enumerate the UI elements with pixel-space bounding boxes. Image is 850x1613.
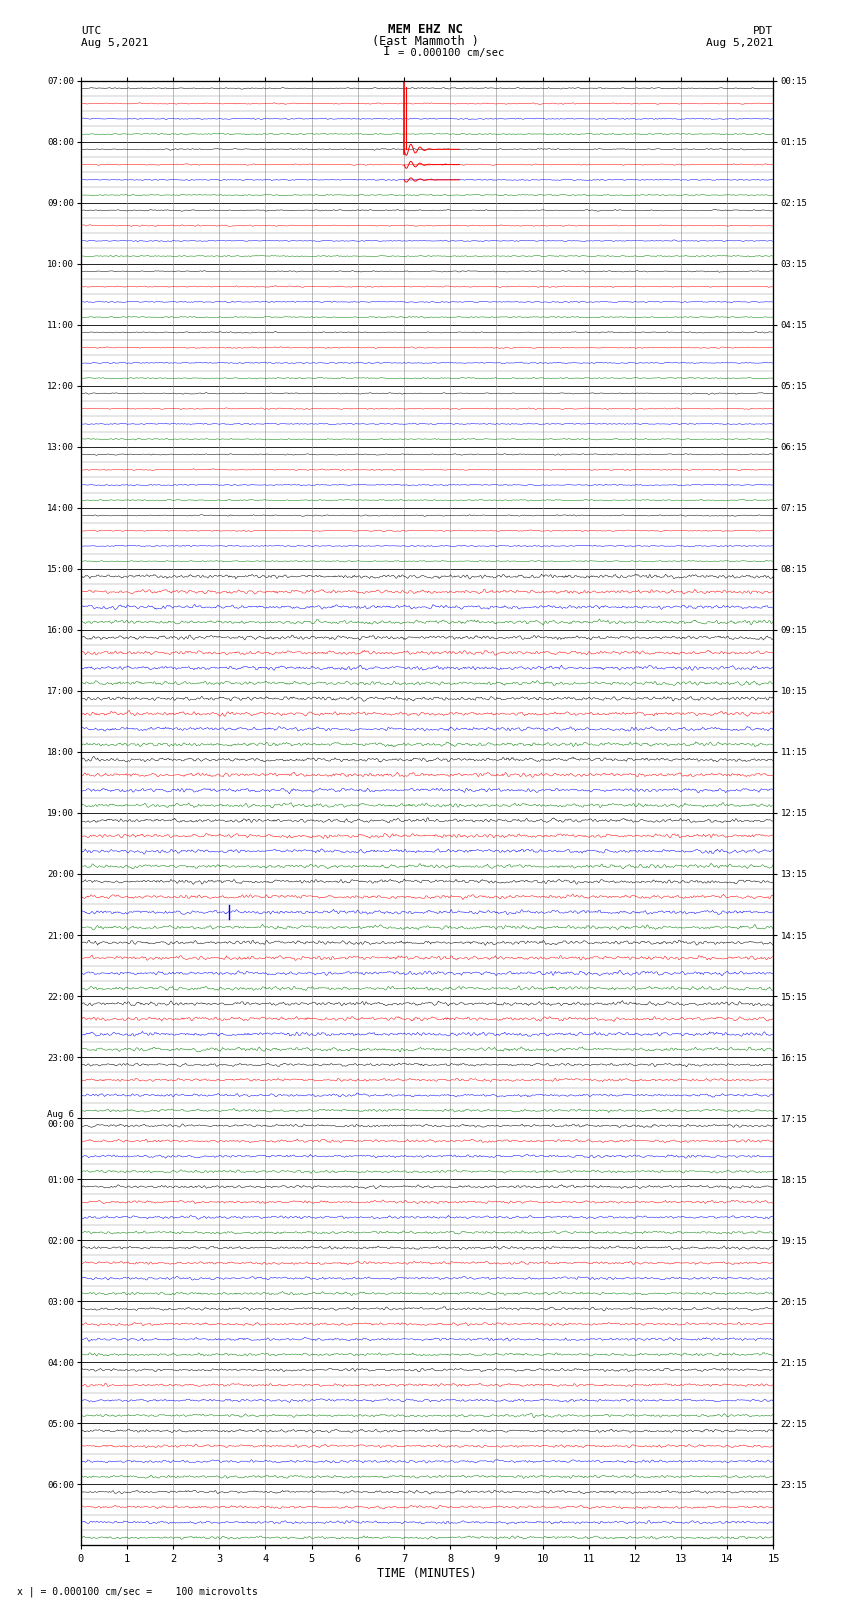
X-axis label: TIME (MINUTES): TIME (MINUTES)	[377, 1568, 477, 1581]
Text: x | = 0.000100 cm/sec =    100 microvolts: x | = 0.000100 cm/sec = 100 microvolts	[17, 1586, 258, 1597]
Text: I: I	[383, 45, 390, 58]
Text: (East Mammoth ): (East Mammoth )	[371, 35, 479, 48]
Text: Aug 5,2021: Aug 5,2021	[706, 39, 774, 48]
Text: PDT: PDT	[753, 26, 774, 37]
Text: Aug 5,2021: Aug 5,2021	[81, 39, 148, 48]
Text: MEM EHZ NC: MEM EHZ NC	[388, 23, 462, 37]
Text: = 0.000100 cm/sec: = 0.000100 cm/sec	[398, 48, 504, 58]
Text: UTC: UTC	[81, 26, 101, 37]
